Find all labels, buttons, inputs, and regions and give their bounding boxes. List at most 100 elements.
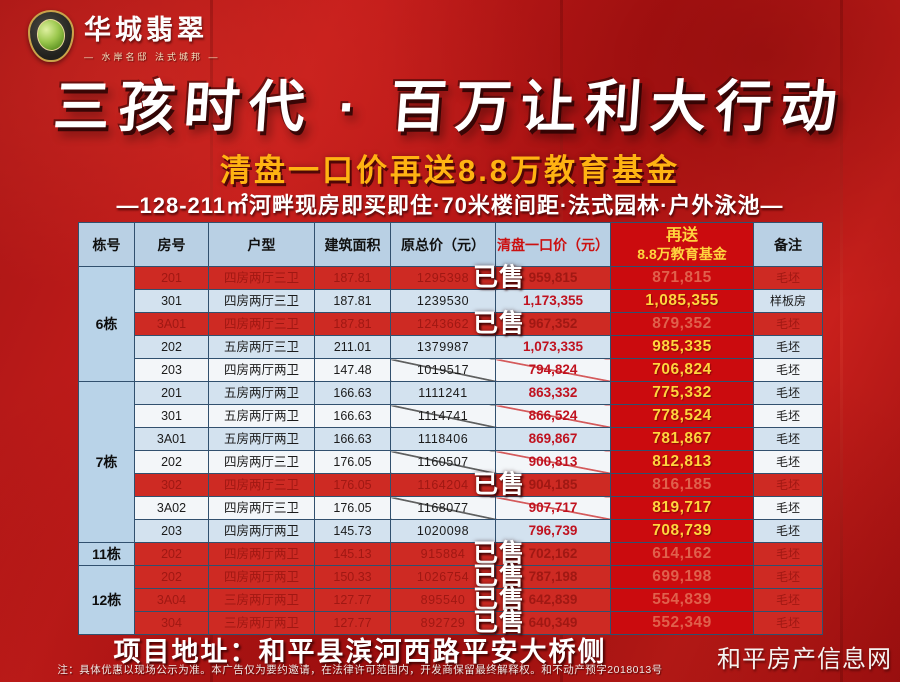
cell-type: 四房两厅三卫 <box>208 496 315 520</box>
cell-remark: 毛坯 <box>753 519 823 543</box>
site-watermark: 和平房产信息网 <box>717 646 892 673</box>
cell-fund-price: 1,085,355 <box>610 289 754 313</box>
cell-original-price: 1019517 <box>390 358 496 382</box>
cell-room: 203 <box>134 358 209 382</box>
cell-area: 166.63 <box>314 381 391 405</box>
cell-room: 202 <box>134 565 209 589</box>
cell-area: 187.81 <box>314 289 391 313</box>
cell-room: 203 <box>134 519 209 543</box>
cell-fund-price: 706,824 <box>610 358 754 382</box>
cell-area: 147.48 <box>314 358 391 382</box>
cell-original-price: 1118406 <box>390 427 496 451</box>
header-building: 栋号 <box>78 222 135 267</box>
cell-remark: 毛坯 <box>753 266 823 290</box>
table-row: 203 四房两厅两卫 147.48 1019517 794,824 706,824 毛坯 <box>79 358 823 382</box>
cell-clearance-price: 787,198 <box>495 565 611 589</box>
price-table-header: 栋号 房号 户型 建筑面积 原总价（元） 清盘一口价（元） 再送 8.8万教育基… <box>78 222 823 267</box>
cell-room: 3A02 <box>134 496 209 520</box>
cell-fund-price: 781,867 <box>610 427 754 451</box>
cell-original-price: 1111241 <box>390 381 496 405</box>
price-table-body: 6栋 201 四房两厅三卫 187.81 1295398 已售 959,815 871,815… <box>78 265 823 635</box>
cell-original-price: 1026754 已售 <box>390 564 524 589</box>
features-line: —128-211㎡河畔现房即买即住·70米楼间距·法式园林·户外泳池— <box>116 193 784 218</box>
cell-room: 202 <box>134 450 209 474</box>
cell-type: 四房两厅两卫 <box>208 358 315 382</box>
cell-type: 三房两厅两卫 <box>208 588 315 612</box>
header-area: 建筑面积 <box>314 222 391 267</box>
cell-remark: 样板房 <box>753 289 823 313</box>
cell-room: 304 <box>134 611 209 635</box>
cell-room: 3A01 <box>134 312 209 336</box>
cell-clearance-price: 907,717 <box>495 496 611 520</box>
cell-area: 145.13 <box>314 542 391 566</box>
cell-fund-price: 614,162 <box>610 542 754 566</box>
header-original: 原总价（元） <box>390 222 496 267</box>
cell-remark: 毛坯 <box>753 473 823 497</box>
cell-type: 四房两厅两卫 <box>208 519 315 543</box>
cell-fund-price: 871,815 <box>610 266 754 290</box>
cell-area: 187.81 <box>314 312 391 336</box>
cell-clearance-price: 863,332 <box>495 381 611 405</box>
cell-building: 7栋 <box>78 381 135 543</box>
cell-area: 145.73 <box>314 519 391 543</box>
header-clearance: 清盘一口价（元） <box>495 222 611 267</box>
cell-original-price: 1020098 <box>390 519 496 543</box>
cell-type: 四房两厅三卫 <box>208 473 315 497</box>
table-row: 12栋 202 四房两厅两卫 150.33 1026754 已售 787,198 699,19… <box>78 564 823 635</box>
cell-remark: 毛坯 <box>753 588 823 612</box>
cell-fund-price: 985,335 <box>610 335 754 359</box>
table-row: 3A04 三房两厅两卫 127.77 895540 已售 642,839 554,839 毛坯 <box>79 587 823 612</box>
cell-fund-price: 819,717 <box>610 496 754 520</box>
promo-subtitle: 清盘一口价再送8.8万教育基金 <box>219 153 681 188</box>
cell-fund-price: 552,349 <box>610 611 754 635</box>
cell-area: 176.05 <box>314 473 391 497</box>
cell-remark: 毛坯 <box>753 358 823 382</box>
table-row: 202 五房两厅三卫 211.01 1379987 1,073,335 985,335 毛坯 <box>79 335 823 359</box>
cell-area: 127.77 <box>314 611 391 635</box>
cell-area: 166.63 <box>314 404 391 428</box>
cell-building: 11栋 <box>78 542 135 566</box>
disclaimer-note: 注：具体优惠以现场公示为准。本广告仅为要约邀请，在法律许可范围内，开发商保留最终… <box>57 664 663 676</box>
cell-clearance-price: 794,824 <box>495 358 611 382</box>
cell-area: 150.33 <box>314 565 391 589</box>
header-room: 房号 <box>134 222 209 267</box>
cell-area: 211.01 <box>314 335 391 359</box>
table-row: 3A01 五房两厅两卫 166.63 1118406 869,867 781,867 毛坯 <box>79 427 823 451</box>
cell-type: 四房两厅三卫 <box>208 450 315 474</box>
cell-clearance-price: 900,813 <box>495 450 611 474</box>
cell-type: 三房两厅两卫 <box>208 611 315 635</box>
cell-room: 201 <box>134 381 209 405</box>
fund-header-line1: 再送 <box>665 227 698 245</box>
header-type: 户型 <box>208 222 315 267</box>
cell-clearance-price: 869,867 <box>495 427 611 451</box>
table-row: 301 四房两厅三卫 187.81 1239530 1,173,355 1,085,355… <box>79 289 823 313</box>
cell-room: 3A04 <box>134 588 209 612</box>
cell-building: 12栋 <box>78 565 135 635</box>
cell-remark: 毛坯 <box>753 565 823 589</box>
cell-fund-price: 554,839 <box>610 588 754 612</box>
project-address: 项目地址：和平县滨河西路平安大桥侧 <box>113 637 607 667</box>
brand-name: 华城翡翠 <box>84 15 208 45</box>
cell-remark: 毛坯 <box>753 404 823 428</box>
cell-fund-price: 699,198 <box>610 565 754 589</box>
table-row: 301 五房两厅两卫 166.63 1114741 866,524 778,524 毛坯 <box>79 404 823 428</box>
cell-type: 四房两厅三卫 <box>208 266 315 290</box>
cell-original-price: 1379987 <box>390 335 496 359</box>
cell-clearance-price: 1,073,335 <box>495 335 611 359</box>
cell-fund-price: 812,813 <box>610 450 754 474</box>
jade-shield-icon <box>28 9 74 62</box>
table-row: 304 三房两厅两卫 127.77 892729 已售 640,349 552,349 毛坯 <box>79 610 823 635</box>
cell-building: 6栋 <box>78 266 135 382</box>
cell-type: 四房两厅三卫 <box>208 289 315 313</box>
cell-type: 五房两厅两卫 <box>208 427 315 451</box>
table-row: 6栋 201 四房两厅三卫 187.81 1295398 已售 959,815 871,815… <box>78 265 823 382</box>
cell-area: 127.77 <box>314 588 391 612</box>
cell-type: 五房两厅两卫 <box>208 381 315 405</box>
cell-room: 202 <box>134 542 209 566</box>
table-row: 302 四房两厅三卫 176.05 1164204 已售 904,185 816,185 毛坯 <box>79 472 823 497</box>
cell-remark: 毛坯 <box>753 496 823 520</box>
cell-remark: 毛坯 <box>753 381 823 405</box>
main-title: 三孩时代 · 百万让利大行动 <box>51 75 848 138</box>
cell-type: 五房两厅三卫 <box>208 335 315 359</box>
brand-text: 华城翡翠 — 水岸名邸 法式城邦 — <box>84 8 221 63</box>
